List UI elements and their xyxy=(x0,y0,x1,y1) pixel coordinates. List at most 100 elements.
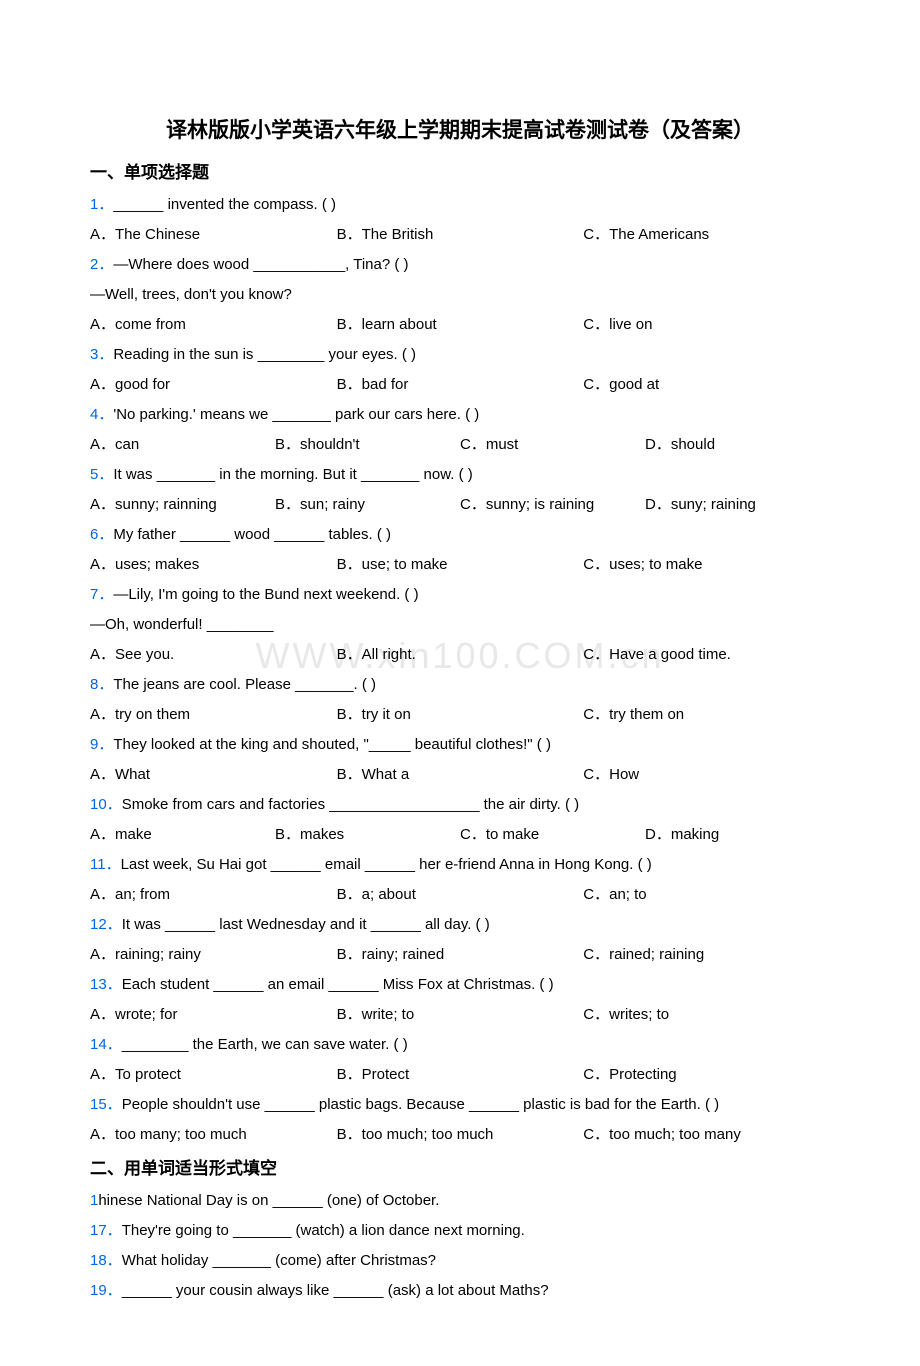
option-b: B．Protect xyxy=(337,1060,584,1090)
qnum: 17． xyxy=(90,1222,122,1239)
option-a: A．an; from xyxy=(90,880,337,910)
option-a: A．sunny; rainning xyxy=(90,490,275,520)
option-a: A．make xyxy=(90,820,275,850)
options: A．too many; too much B．too much; too muc… xyxy=(90,1120,830,1150)
question-1: 1．______ invented the compass. ( ) A．The… xyxy=(90,190,830,250)
qtext: ______ your cousin always like ______ (a… xyxy=(122,1282,549,1299)
option-b: B．makes xyxy=(275,820,460,850)
question-7: 7．—Lily, I'm going to the Bund next week… xyxy=(90,580,830,670)
question-3: 3．Reading in the sun is ________ your ey… xyxy=(90,340,830,400)
qnum: 7． xyxy=(90,586,113,603)
option-b: B．rainy; rained xyxy=(337,940,584,970)
option-a: A．too many; too much xyxy=(90,1120,337,1150)
question-2: 2．—Where does wood ___________, Tina? ( … xyxy=(90,250,830,340)
option-b: B．The British xyxy=(337,220,584,250)
option-d: D．should xyxy=(645,430,830,460)
qtext: It was _______ in the morning. But it __… xyxy=(113,466,472,483)
option-a: A．See you. xyxy=(90,640,337,670)
option-c: C．must xyxy=(460,430,645,460)
qnum: 6． xyxy=(90,526,113,543)
option-c: C．good at xyxy=(583,370,830,400)
qnum: 14． xyxy=(90,1036,122,1053)
qnum: 9． xyxy=(90,736,113,753)
qnum: 3． xyxy=(90,346,113,363)
qtext: Each student ______ an email ______ Miss… xyxy=(122,976,554,993)
option-c: C．sunny; is raining xyxy=(460,490,645,520)
option-b: B．All right. xyxy=(337,640,584,670)
section1-title: 一、单项选择题 xyxy=(90,156,830,190)
option-a: A．wrote; for xyxy=(90,1000,337,1030)
qnum: 2． xyxy=(90,256,113,273)
option-b: B．shouldn't xyxy=(275,430,460,460)
option-c: C．uses; to make xyxy=(583,550,830,580)
qnum: 15． xyxy=(90,1096,122,1113)
qnum: 19． xyxy=(90,1282,122,1299)
page-content: 译林版版小学英语六年级上学期期末提高试卷测试卷（及答案） 一、单项选择题 1．_… xyxy=(90,110,830,1306)
option-a: A．come from xyxy=(90,310,337,340)
qtext: My father ______ wood ______ tables. ( ) xyxy=(113,526,391,543)
option-c: C．too much; too many xyxy=(583,1120,830,1150)
qtext: 'No parking.' means we _______ park our … xyxy=(113,406,479,423)
option-d: D．suny; raining xyxy=(645,490,830,520)
question-14: 14．________ the Earth, we can save water… xyxy=(90,1030,830,1090)
question-15: 15．People shouldn't use ______ plastic b… xyxy=(90,1090,830,1150)
option-b: B．a; about xyxy=(337,880,584,910)
options: A．What B．What a C．How xyxy=(90,760,830,790)
qtext: hinese National Day is on ______ (one) o… xyxy=(98,1192,439,1209)
qnum: 5． xyxy=(90,466,113,483)
option-b: B．write; to xyxy=(337,1000,584,1030)
qnum: 10． xyxy=(90,796,122,813)
options: A．sunny; rainning B．sun; rainy C．sunny; … xyxy=(90,490,830,520)
question-5: 5．It was _______ in the morning. But it … xyxy=(90,460,830,520)
option-a: A．good for xyxy=(90,370,337,400)
qnum: 4． xyxy=(90,406,113,423)
question-12: 12．It was ______ last Wednesday and it _… xyxy=(90,910,830,970)
option-a: A．uses; makes xyxy=(90,550,337,580)
option-c: C．Have a good time. xyxy=(583,640,830,670)
qnum: 1． xyxy=(90,196,113,213)
option-b: B．try it on xyxy=(337,700,584,730)
qtext: People shouldn't use ______ plastic bags… xyxy=(122,1096,719,1113)
section2-title: 二、用单词适当形式填空 xyxy=(90,1152,830,1186)
option-b: B．too much; too much xyxy=(337,1120,584,1150)
question-13: 13．Each student ______ an email ______ M… xyxy=(90,970,830,1030)
option-a: A．The Chinese xyxy=(90,220,337,250)
option-b: B．What a xyxy=(337,760,584,790)
option-a: A．What xyxy=(90,760,337,790)
option-c: C．The Americans xyxy=(583,220,830,250)
question-9: 9．They looked at the king and shouted, "… xyxy=(90,730,830,790)
question-6: 6．My father ______ wood ______ tables. (… xyxy=(90,520,830,580)
option-a: A．raining; rainy xyxy=(90,940,337,970)
options: A．uses; makes B．use; to make C．uses; to … xyxy=(90,550,830,580)
qnum: 18． xyxy=(90,1252,122,1269)
option-c: C．rained; raining xyxy=(583,940,830,970)
options: A．wrote; for B．write; to C．writes; to xyxy=(90,1000,830,1030)
qtext: The jeans are cool. Please _______. ( ) xyxy=(113,676,376,693)
qtext: It was ______ last Wednesday and it ____… xyxy=(122,916,490,933)
qtext: Last week, Su Hai got ______ email _____… xyxy=(121,856,652,873)
options: A．can B．shouldn't C．must D．should xyxy=(90,430,830,460)
qnum: 13． xyxy=(90,976,122,993)
options: A．To protect B．Protect C．Protecting xyxy=(90,1060,830,1090)
option-c: C．live on xyxy=(583,310,830,340)
qtext: Smoke from cars and factories __________… xyxy=(122,796,579,813)
options: A．try on them B．try it on C．try them on xyxy=(90,700,830,730)
option-c: C．Protecting xyxy=(583,1060,830,1090)
qtext: —Where does wood ___________, Tina? ( ) xyxy=(113,256,408,273)
options: A．raining; rainy B．rainy; rained C．raine… xyxy=(90,940,830,970)
option-c: C．writes; to xyxy=(583,1000,830,1030)
qtext: They looked at the king and shouted, "__… xyxy=(113,736,551,753)
option-a: A．To protect xyxy=(90,1060,337,1090)
options: A．come from B．learn about C．live on xyxy=(90,310,830,340)
qtext: Reading in the sun is ________ your eyes… xyxy=(113,346,416,363)
qsub: —Oh, wonderful! ________ xyxy=(90,610,830,640)
fill-18: 18．What holiday _______ (come) after Chr… xyxy=(90,1246,830,1276)
qtext: What holiday _______ (come) after Christ… xyxy=(122,1252,436,1269)
option-c: C．try them on xyxy=(583,700,830,730)
page-title: 译林版版小学英语六年级上学期期末提高试卷测试卷（及答案） xyxy=(90,110,830,152)
option-b: B．use; to make xyxy=(337,550,584,580)
option-b: B．bad for xyxy=(337,370,584,400)
question-10: 10．Smoke from cars and factories _______… xyxy=(90,790,830,850)
options: A．The Chinese B．The British C．The Americ… xyxy=(90,220,830,250)
options: A．good for B．bad for C．good at xyxy=(90,370,830,400)
